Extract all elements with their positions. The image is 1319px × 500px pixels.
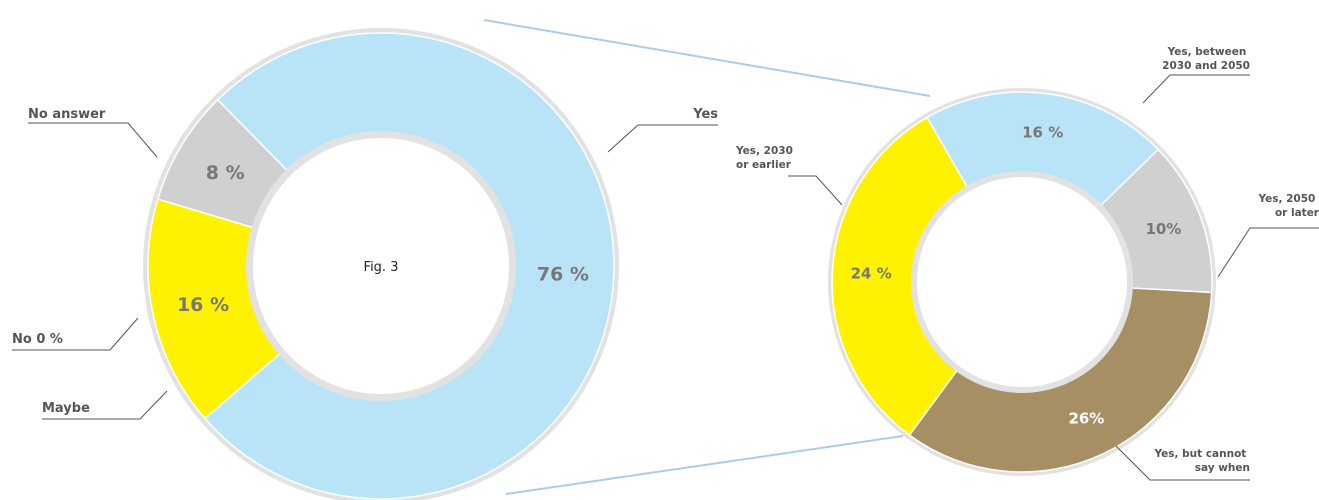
label-line-1: Yes, 2030 — [735, 145, 793, 157]
label-line-2: say when — [1195, 462, 1250, 474]
label-line-2: or later — [1275, 207, 1319, 219]
connector-line-bottom — [505, 435, 904, 495]
value-label-yes-between-2030-and-2050: 16 % — [1022, 123, 1063, 141]
label-line-1: Yes, but cannot — [1154, 448, 1247, 460]
figure-caption: Fig. 3 — [364, 260, 399, 275]
leader-line-no — [12, 317, 139, 351]
leader-line-2030-2050 — [1142, 74, 1250, 104]
category-label-no-answer: No answer — [28, 107, 106, 122]
value-label-no-answer: 16 % — [177, 294, 229, 316]
label-line-1: Yes, 2050 — [1257, 193, 1315, 205]
connector-line-top — [483, 19, 931, 97]
value-label-yes-but-cannot-say-when: 26% — [1068, 410, 1104, 428]
category-label-yes: Yes — [692, 107, 718, 122]
leader-line-no-answer — [28, 122, 158, 158]
label-line-1: Yes, between — [1167, 46, 1247, 58]
leader-line-2030-earlier — [788, 175, 843, 206]
value-labels-group: 76 % 16 % 8 % — [177, 162, 589, 316]
value-label-yes: 76 % — [537, 263, 589, 285]
donut-chart-timing: 16 % 10% 26% 24 % Yes, between 2030 and 205… — [735, 46, 1319, 481]
leader-line-2050-later — [1217, 227, 1319, 278]
value-label-yes-2050-or-later: 10% — [1145, 220, 1181, 238]
value-label-yes-2030-or-earlier: 24 % — [851, 265, 892, 283]
value-labels-group: 16 % 10% 26% 24 % — [851, 123, 1182, 427]
label-line-2: or earlier — [736, 159, 792, 171]
leader-line-cannot-say — [1115, 445, 1250, 481]
category-label-2050-later: Yes, 2050 or later — [1257, 193, 1319, 219]
category-label-no: No 0 % — [12, 332, 63, 347]
label-line-2: 2030 and 2050 — [1162, 60, 1250, 72]
category-label-2030-2050: Yes, between 2030 and 2050 — [1162, 46, 1250, 72]
donut-chart-overall: Fig. 3 76 %16 %8 % Yes No answer No 0 % … — [12, 28, 718, 500]
category-label-maybe: Maybe — [42, 401, 90, 416]
category-label-cannot-say: Yes, but cannot say when — [1154, 448, 1250, 474]
donut-hole — [917, 177, 1127, 387]
category-label-2030-earlier: Yes, 2030 or earlier — [735, 145, 797, 171]
leader-line-yes — [607, 124, 718, 153]
value-label-maybe: 8 % — [206, 162, 245, 184]
donut-hole — [253, 138, 509, 394]
leader-line-maybe — [42, 390, 168, 420]
